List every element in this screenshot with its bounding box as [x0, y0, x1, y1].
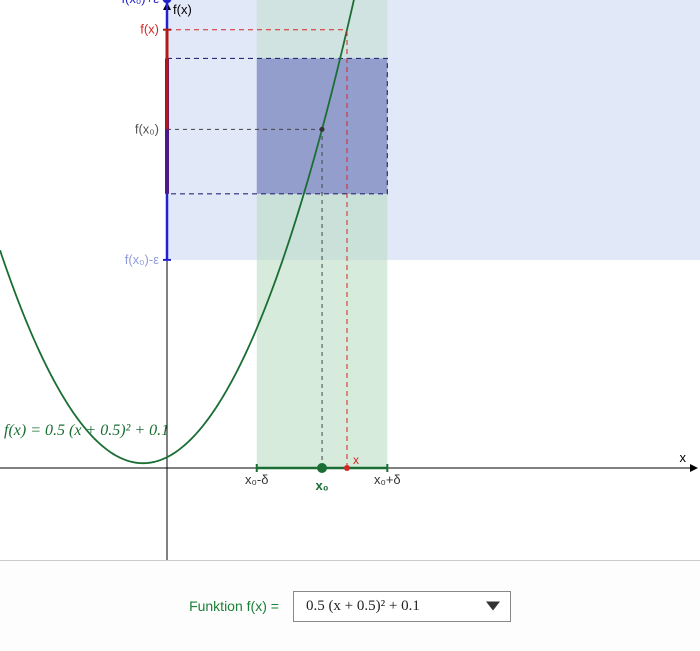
svg-text:x: x: [680, 450, 687, 465]
app-root: x f(x) f(x₀)+ε f(x) f(x₀) f(x₀)-ε x₀-δ x₀ x x₀+δ f…: [0, 0, 700, 650]
svg-text:x: x: [353, 453, 359, 467]
svg-text:f(x₀)+ε: f(x₀)+ε: [121, 0, 159, 6]
svg-text:x₀: x₀: [315, 478, 328, 493]
function-dropdown-value: 0.5 (x + 0.5)² + 0.1: [306, 598, 420, 614]
svg-text:f(x₀): f(x₀): [135, 121, 159, 136]
svg-text:x₀-δ: x₀-δ: [245, 472, 268, 487]
chart-area: x f(x) f(x₀)+ε f(x) f(x₀) f(x₀)-ε x₀-δ x₀ x x₀+δ f…: [0, 0, 700, 560]
svg-text:f(x₀)-ε: f(x₀)-ε: [125, 252, 159, 267]
svg-text:f(x): f(x): [140, 22, 159, 37]
function-label: Funktion f(x) =: [189, 598, 279, 614]
control-panel: Funktion f(x) = 0.5 (x + 0.5)² + 0.1: [0, 560, 700, 651]
function-dropdown[interactable]: 0.5 (x + 0.5)² + 0.1: [293, 591, 511, 622]
svg-text:f(x): f(x): [173, 2, 192, 17]
svg-text:f(x) = 0.5 (x + 0.5)² + 0.: f(x) = 0.5 (x + 0.5)² + 0.1: [4, 422, 169, 439]
svg-text:x₀+δ: x₀+δ: [374, 472, 401, 487]
function-plot: x f(x) f(x₀)+ε f(x) f(x₀) f(x₀)-ε x₀-δ x₀ x x₀+δ f…: [0, 0, 700, 560]
